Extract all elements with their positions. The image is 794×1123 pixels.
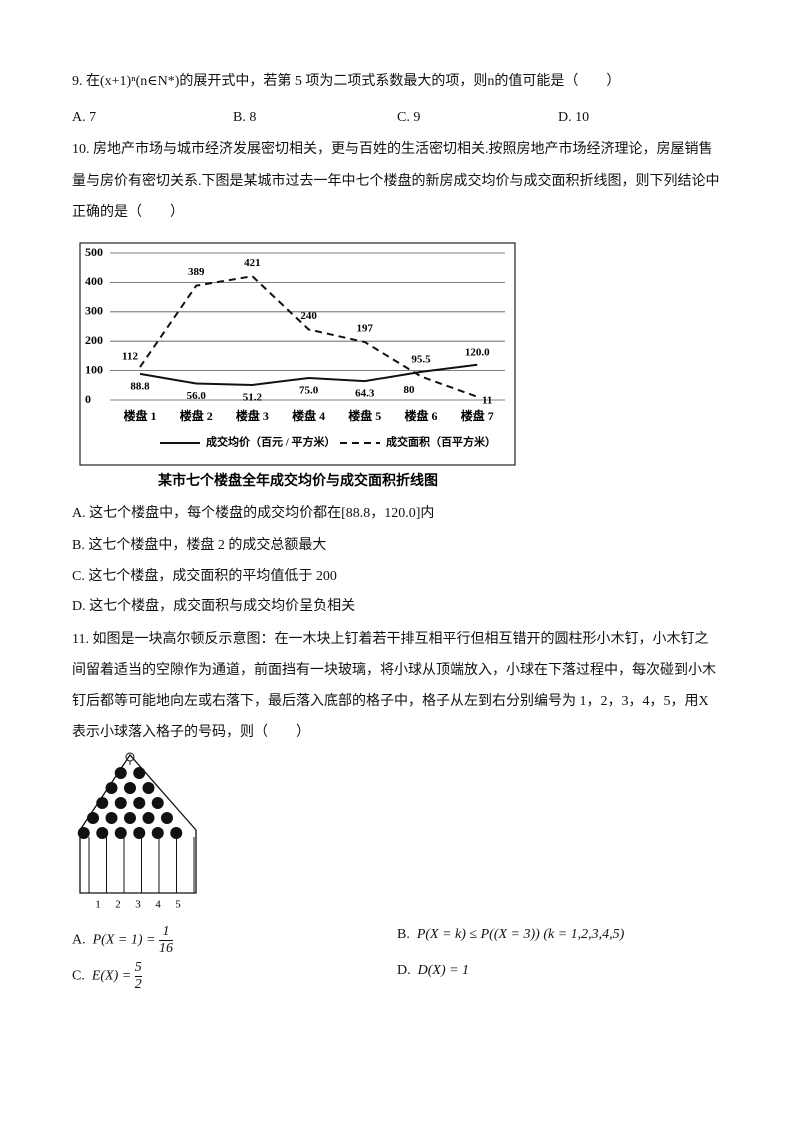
q9-stem: 9. 在(x+1)ⁿ(n∈N*)的展开式中，若第 5 项为二项式系数最大的项，则…: [72, 74, 621, 89]
series-line: [139, 363, 478, 386]
option-d: D. D(X) = 1: [397, 962, 469, 980]
option: D. 这七个楼盘，成交面积与成交均价呈负相关: [72, 599, 356, 614]
q11-stem: 钉后都等可能地向左或右落下，最后落入底部的格子中，格子从左到右分别编号为 1，2…: [72, 694, 709, 709]
chart-frame: [79, 242, 516, 466]
option-b: B. P(X = k) ≤ P((X = 3)) (k = 1,2,3,4,5): [397, 926, 624, 944]
option-label: C.: [72, 968, 85, 984]
option: D. 10: [558, 110, 590, 125]
q11-stem: 表示小球落入格子的号码，则（ ）: [72, 725, 310, 740]
x-tick-label: 楼盘 1: [123, 408, 156, 423]
peg: [151, 827, 164, 839]
option-math: E(X) =: [91, 968, 132, 984]
option: C. 这七个楼盘，成交面积的平均值低于 200: [72, 569, 337, 584]
peg: [142, 782, 155, 794]
peg: [105, 782, 118, 794]
peg: [124, 812, 136, 824]
option-label: A.: [72, 932, 86, 948]
x-tick-label: 楼盘 5: [348, 408, 381, 423]
q10-stem: 正确的是（ ）: [72, 205, 184, 220]
peg: [133, 767, 146, 779]
y-tick-label: 500: [85, 245, 103, 259]
data-label: 389: [188, 266, 205, 278]
data-label: 120.0: [465, 346, 490, 358]
peg: [114, 797, 127, 809]
bin-label: 2: [115, 899, 121, 911]
peg: [161, 812, 173, 824]
x-tick-label: 楼盘 7: [461, 408, 494, 423]
numerator: 1: [158, 924, 173, 941]
data-label: 80: [404, 384, 416, 396]
y-tick-label: 200: [85, 333, 103, 347]
fraction: 1 16: [158, 924, 173, 957]
data-label: 56.0: [187, 390, 207, 402]
peg: [133, 827, 146, 839]
option-a: A. P(X = 1) = 1 16: [72, 924, 173, 957]
peg: [114, 827, 127, 839]
option: A. 这七个楼盘中，每个楼盘的成交均价都在[88.8，120.0]内: [72, 506, 435, 521]
data-label: 112: [122, 351, 138, 363]
x-tick-label: 楼盘 2: [180, 408, 213, 423]
peg: [114, 767, 127, 779]
board-body: [79, 830, 197, 894]
option-math: P(X = 1) =: [92, 932, 156, 948]
peg: [105, 812, 118, 824]
data-label: 95.5: [411, 353, 431, 365]
legend-label: 成交面积（百平方米）: [386, 435, 496, 449]
peg: [133, 797, 146, 809]
x-tick-label: 楼盘 6: [404, 408, 437, 423]
pegs: [77, 767, 183, 839]
data-label: 421: [244, 257, 261, 269]
y-tick-label: 300: [85, 304, 103, 318]
bin-label: 5: [175, 899, 181, 911]
numerator: 5: [134, 960, 142, 977]
option: B. 8: [233, 110, 257, 125]
data-label: 197: [357, 323, 374, 335]
data-label: 75.0: [299, 384, 319, 396]
chart: 某市七个楼盘全年成交均价与成交面积折线图 0 100 200 300 400 500 楼盘 …: [79, 242, 516, 489]
option-label: D.: [397, 963, 411, 978]
data-label: 88.8: [130, 380, 150, 392]
peg: [142, 812, 155, 824]
x-tick-label: 楼盘 4: [292, 408, 325, 423]
option: A. 7: [72, 110, 97, 125]
option-math: D(X) = 1: [417, 963, 470, 978]
option-math: P(X = k) ≤ P((X = 3)) (k = 1,2,3,4,5): [416, 927, 625, 942]
q11-stem: 11. 如图是一块高尔顿反示意图：在一木块上钉着若干排互相平行但相互错开的圆柱形…: [72, 632, 709, 647]
peg: [87, 812, 99, 824]
y-tick-label: 100: [85, 362, 103, 376]
denominator: 16: [158, 941, 173, 956]
y-tick-label: 400: [85, 274, 103, 288]
option: C. 9: [397, 110, 421, 125]
x-tick-label: 楼盘 3: [236, 408, 269, 423]
galton-board: 1 2 3 4 5: [77, 752, 197, 911]
peg: [124, 782, 136, 794]
peg: [170, 827, 183, 839]
bin-label: 4: [155, 899, 161, 911]
peg: [96, 827, 109, 839]
data-label: 11: [482, 394, 492, 406]
option: B. 这七个楼盘中，楼盘 2 的成交总额最大: [72, 538, 327, 553]
chart-title: 某市七个楼盘全年成交均价与成交面积折线图: [158, 472, 438, 489]
peg: [151, 797, 164, 809]
bin-label: 3: [135, 899, 141, 911]
legend-label: 成交均价（百元 / 平方米）: [206, 435, 336, 449]
q11-stem: 间留着适当的空隙作为通道，前面挡有一块玻璃，将小球从顶端放入，小球在下落过程中，…: [72, 663, 716, 678]
q10-stem: 10. 房地产市场与城市经济发展密切相关，更与百姓的生活密切相关.按照房地产市场…: [72, 142, 713, 157]
y-tick-label: 0: [85, 392, 91, 406]
denominator: 2: [134, 977, 142, 992]
bin-label: 1: [95, 899, 101, 911]
data-label: 64.3: [355, 388, 375, 400]
peg: [96, 797, 109, 809]
peg: [77, 827, 90, 839]
option-label: B.: [397, 927, 410, 942]
data-label: 51.2: [243, 391, 263, 403]
series-line: [139, 275, 478, 398]
data-label: 240: [300, 310, 317, 322]
q10-stem: 量与房价有密切关系.下图是某城市过去一年中七个楼盘的新房成交均价与成交面积折线图…: [72, 174, 720, 189]
